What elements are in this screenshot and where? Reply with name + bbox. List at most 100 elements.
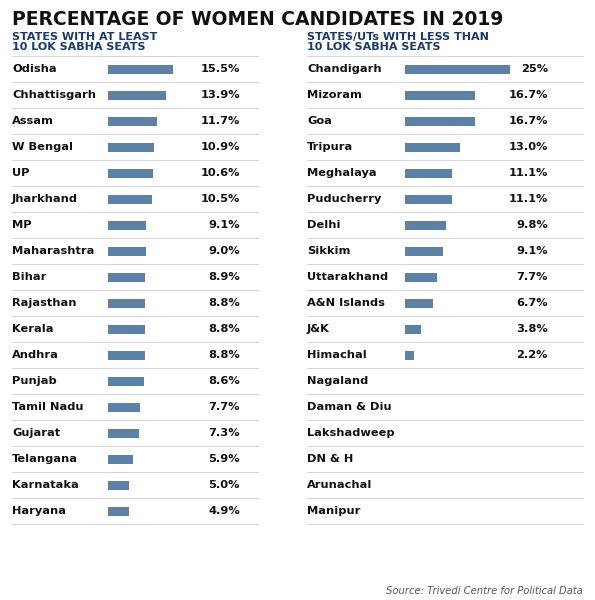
Bar [108, 455, 133, 463]
Text: 9.1%: 9.1% [516, 246, 548, 256]
Text: 11.1%: 11.1% [509, 194, 548, 204]
Bar [108, 169, 152, 178]
Bar [405, 247, 443, 256]
Text: Odisha: Odisha [12, 64, 57, 74]
Text: 7.7%: 7.7% [208, 402, 240, 412]
Bar [108, 325, 145, 334]
Text: STATES/UTs WITH LESS THAN: STATES/UTs WITH LESS THAN [307, 32, 489, 42]
Text: 16.7%: 16.7% [509, 90, 548, 100]
Text: W Bengal: W Bengal [12, 142, 73, 152]
Bar [108, 91, 167, 100]
Bar [405, 142, 459, 151]
Text: Haryana: Haryana [12, 506, 66, 516]
Bar [108, 481, 129, 490]
Text: 5.9%: 5.9% [208, 454, 240, 464]
Text: Maharashtra: Maharashtra [12, 246, 95, 256]
Text: 4.9%: 4.9% [208, 506, 240, 516]
Text: PERCENTAGE OF WOMEN CANDIDATES IN 2019: PERCENTAGE OF WOMEN CANDIDATES IN 2019 [12, 10, 503, 29]
Text: UP: UP [12, 168, 30, 178]
Text: 15.5%: 15.5% [201, 64, 240, 74]
Text: Manipur: Manipur [307, 506, 361, 516]
Text: 13.0%: 13.0% [509, 142, 548, 152]
Text: DN & H: DN & H [307, 454, 353, 464]
Text: 8.8%: 8.8% [208, 324, 240, 334]
Bar [108, 272, 145, 281]
Text: 8.8%: 8.8% [208, 350, 240, 360]
Text: 13.9%: 13.9% [201, 90, 240, 100]
Bar [405, 91, 475, 100]
Text: Tripura: Tripura [307, 142, 353, 152]
Text: MP: MP [12, 220, 32, 230]
Text: 25%: 25% [521, 64, 548, 74]
Text: Nagaland: Nagaland [307, 376, 368, 386]
Text: 11.7%: 11.7% [201, 116, 240, 126]
Text: A&N Islands: A&N Islands [307, 298, 385, 308]
Text: Kerala: Kerala [12, 324, 54, 334]
Text: 8.8%: 8.8% [208, 298, 240, 308]
Text: 6.7%: 6.7% [516, 298, 548, 308]
Text: 7.3%: 7.3% [208, 428, 240, 438]
Text: Telangana: Telangana [12, 454, 78, 464]
Text: 9.1%: 9.1% [208, 220, 240, 230]
Text: Assam: Assam [12, 116, 54, 126]
Text: Sikkim: Sikkim [307, 246, 350, 256]
Text: 10.9%: 10.9% [201, 142, 240, 152]
Text: 10 LOK SABHA SEATS: 10 LOK SABHA SEATS [307, 42, 440, 52]
Bar [405, 169, 452, 178]
Text: Lakshadweep: Lakshadweep [307, 428, 394, 438]
Text: Uttarakhand: Uttarakhand [307, 272, 388, 282]
Text: 2.2%: 2.2% [516, 350, 548, 360]
Bar [108, 220, 146, 229]
Text: Meghalaya: Meghalaya [307, 168, 377, 178]
Text: Karnataka: Karnataka [12, 480, 79, 490]
Bar [108, 377, 144, 385]
Text: Himachal: Himachal [307, 350, 367, 360]
Bar [108, 247, 146, 256]
Bar [405, 325, 421, 334]
Text: Punjab: Punjab [12, 376, 57, 386]
Bar [405, 194, 452, 203]
Text: 9.0%: 9.0% [208, 246, 240, 256]
Text: 3.8%: 3.8% [516, 324, 548, 334]
Text: Jharkhand: Jharkhand [12, 194, 78, 204]
Text: Delhi: Delhi [307, 220, 340, 230]
Bar [108, 298, 145, 307]
Bar [108, 116, 157, 125]
Text: STATES WITH AT LEAST: STATES WITH AT LEAST [12, 32, 157, 42]
Text: Source: Trivedi Centre for Political Data: Source: Trivedi Centre for Political Dat… [386, 586, 583, 596]
Text: 10.6%: 10.6% [201, 168, 240, 178]
Text: Andhra: Andhra [12, 350, 59, 360]
Bar [405, 64, 510, 73]
Text: 9.8%: 9.8% [516, 220, 548, 230]
Bar [108, 403, 140, 412]
Text: Bihar: Bihar [12, 272, 46, 282]
Text: 10.5%: 10.5% [201, 194, 240, 204]
Text: Puducherry: Puducherry [307, 194, 381, 204]
Bar [405, 298, 433, 307]
Bar [405, 220, 446, 229]
Text: Rajasthan: Rajasthan [12, 298, 77, 308]
Bar [405, 116, 475, 125]
Bar [405, 272, 437, 281]
Text: Goa: Goa [307, 116, 332, 126]
Text: 16.7%: 16.7% [509, 116, 548, 126]
Text: 10 LOK SABHA SEATS: 10 LOK SABHA SEATS [12, 42, 146, 52]
Bar [108, 506, 129, 515]
Text: 11.1%: 11.1% [509, 168, 548, 178]
Text: Daman & Diu: Daman & Diu [307, 402, 392, 412]
Bar [108, 64, 173, 73]
Text: Tamil Nadu: Tamil Nadu [12, 402, 83, 412]
Text: 7.7%: 7.7% [516, 272, 548, 282]
Text: Mizoram: Mizoram [307, 90, 362, 100]
Bar [108, 350, 145, 359]
Text: Arunachal: Arunachal [307, 480, 372, 490]
Text: 8.6%: 8.6% [208, 376, 240, 386]
Bar [108, 142, 154, 151]
Text: 8.9%: 8.9% [208, 272, 240, 282]
Text: Chandigarh: Chandigarh [307, 64, 381, 74]
Text: 5.0%: 5.0% [208, 480, 240, 490]
Text: Gujarat: Gujarat [12, 428, 60, 438]
Bar [405, 350, 414, 359]
Text: J&K: J&K [307, 324, 330, 334]
Bar [108, 194, 152, 203]
